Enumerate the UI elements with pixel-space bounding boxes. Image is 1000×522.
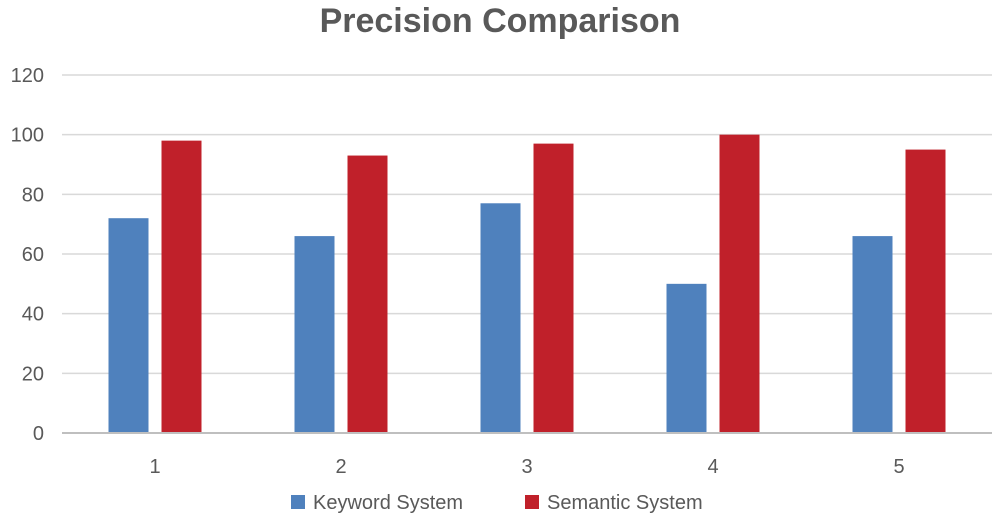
bar — [294, 236, 335, 433]
bar — [161, 140, 202, 433]
bar — [666, 283, 707, 433]
bar — [533, 143, 574, 433]
y-tick-label: 80 — [22, 184, 44, 206]
x-tick-label: 2 — [335, 456, 346, 478]
y-tick-label: 40 — [22, 304, 44, 326]
x-tick-label: 4 — [707, 456, 718, 478]
legend: Keyword System Semantic System — [291, 492, 703, 514]
y-axis-ticks: 0 20 40 60 80 100 120 — [11, 65, 44, 445]
legend-label: Semantic System — [547, 492, 703, 514]
bar — [905, 149, 946, 434]
y-tick-label: 0 — [33, 423, 44, 445]
y-tick-label: 60 — [22, 244, 44, 266]
bar — [108, 218, 149, 433]
x-tick-label: 5 — [893, 456, 904, 478]
y-tick-label: 20 — [22, 363, 44, 385]
chart-title: Precision Comparison — [320, 2, 681, 40]
x-tick-label: 3 — [521, 456, 532, 478]
y-tick-label: 120 — [11, 65, 44, 87]
legend-label: Keyword System — [313, 492, 463, 514]
bar — [480, 203, 521, 433]
legend-swatch — [525, 495, 539, 509]
x-tick-label: 1 — [149, 456, 160, 478]
gridlines — [62, 74, 992, 375]
bar — [852, 236, 893, 433]
legend-swatch — [291, 495, 305, 509]
y-tick-label: 100 — [11, 125, 44, 147]
x-axis-ticks: 1 2 3 4 5 — [149, 456, 904, 478]
bar — [347, 155, 388, 434]
bar — [719, 134, 760, 433]
bars — [108, 134, 946, 434]
